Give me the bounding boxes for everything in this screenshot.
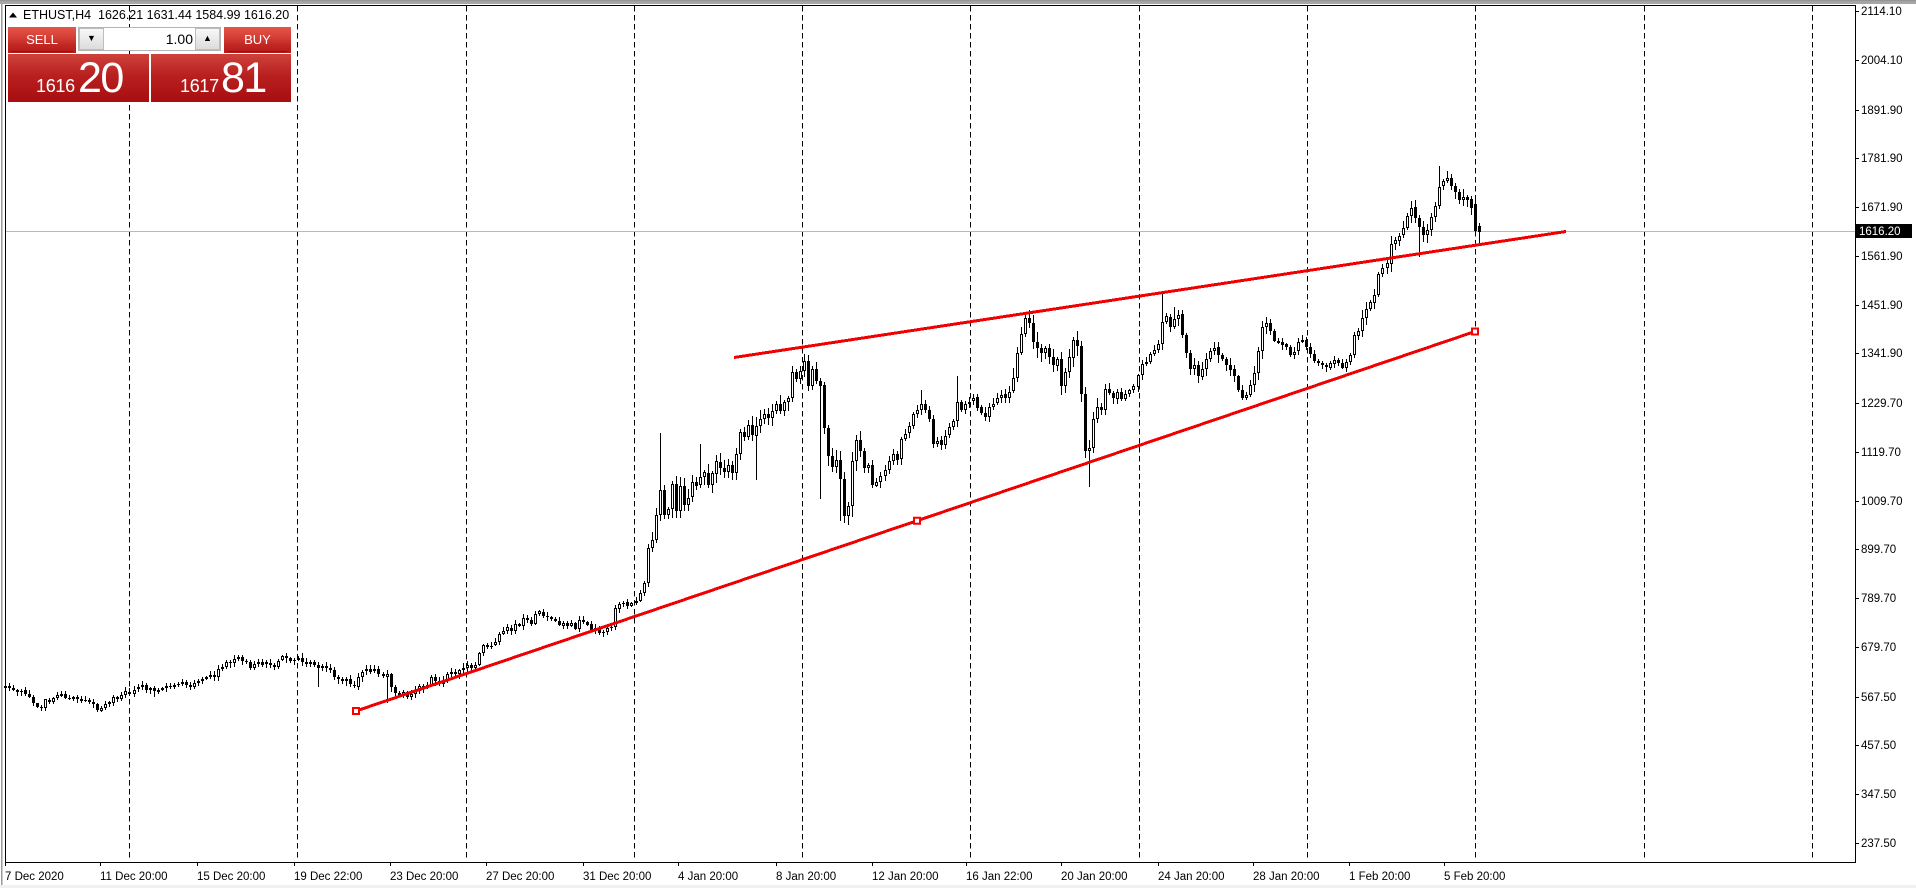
svg-text:28 Jan 20:00: 28 Jan 20:00 bbox=[1253, 871, 1320, 883]
svg-text:12 Jan 20:00: 12 Jan 20:00 bbox=[872, 871, 939, 883]
svg-text:1451.90: 1451.90 bbox=[1861, 300, 1903, 312]
svg-text:15 Dec 20:00: 15 Dec 20:00 bbox=[197, 871, 265, 883]
svg-text:2114.10: 2114.10 bbox=[1861, 6, 1902, 18]
svg-text:ETHUST,H4 1626.21 1631.44 158: ETHUST,H4 1626.21 1631.44 1584.99 1616.2… bbox=[23, 8, 289, 22]
svg-text:16 Jan 22:00: 16 Jan 22:00 bbox=[966, 871, 1033, 883]
svg-text:4 Jan 20:00: 4 Jan 20:00 bbox=[678, 871, 738, 883]
svg-text:789.70: 789.70 bbox=[1861, 593, 1896, 605]
svg-text:1 Feb 20:00: 1 Feb 20:00 bbox=[1349, 871, 1410, 883]
svg-text:5 Feb 20:00: 5 Feb 20:00 bbox=[1444, 871, 1505, 883]
svg-text:19 Dec 22:00: 19 Dec 22:00 bbox=[294, 871, 362, 883]
svg-text:27 Dec 20:00: 27 Dec 20:00 bbox=[486, 871, 554, 883]
svg-text:24 Jan 20:00: 24 Jan 20:00 bbox=[1158, 871, 1225, 883]
svg-text:1341.90: 1341.90 bbox=[1861, 348, 1903, 360]
svg-text:2004.10: 2004.10 bbox=[1861, 55, 1903, 67]
svg-text:567.50: 567.50 bbox=[1861, 692, 1896, 704]
svg-text:31 Dec 20:00: 31 Dec 20:00 bbox=[583, 871, 651, 883]
svg-text:899.70: 899.70 bbox=[1861, 544, 1896, 556]
svg-text:1229.70: 1229.70 bbox=[1861, 398, 1903, 410]
svg-text:1616.20: 1616.20 bbox=[1859, 226, 1901, 238]
svg-text:237.50: 237.50 bbox=[1861, 838, 1896, 850]
svg-text:1781.90: 1781.90 bbox=[1861, 153, 1903, 165]
svg-text:7 Dec 2020: 7 Dec 2020 bbox=[5, 871, 64, 883]
svg-text:1561.90: 1561.90 bbox=[1861, 251, 1903, 263]
svg-text:1891.90: 1891.90 bbox=[1861, 105, 1903, 117]
svg-text:679.70: 679.70 bbox=[1861, 642, 1896, 654]
svg-text:1009.70: 1009.70 bbox=[1861, 496, 1903, 508]
svg-text:1671.90: 1671.90 bbox=[1861, 202, 1903, 214]
svg-text:8 Jan 20:00: 8 Jan 20:00 bbox=[776, 871, 836, 883]
svg-text:1119.70: 1119.70 bbox=[1861, 447, 1901, 459]
svg-text:23 Dec 20:00: 23 Dec 20:00 bbox=[390, 871, 458, 883]
svg-text:457.50: 457.50 bbox=[1861, 740, 1896, 752]
svg-text:20 Jan 20:00: 20 Jan 20:00 bbox=[1061, 871, 1128, 883]
svg-text:11 Dec 20:00: 11 Dec 20:00 bbox=[100, 871, 168, 883]
svg-text:347.50: 347.50 bbox=[1861, 789, 1896, 801]
